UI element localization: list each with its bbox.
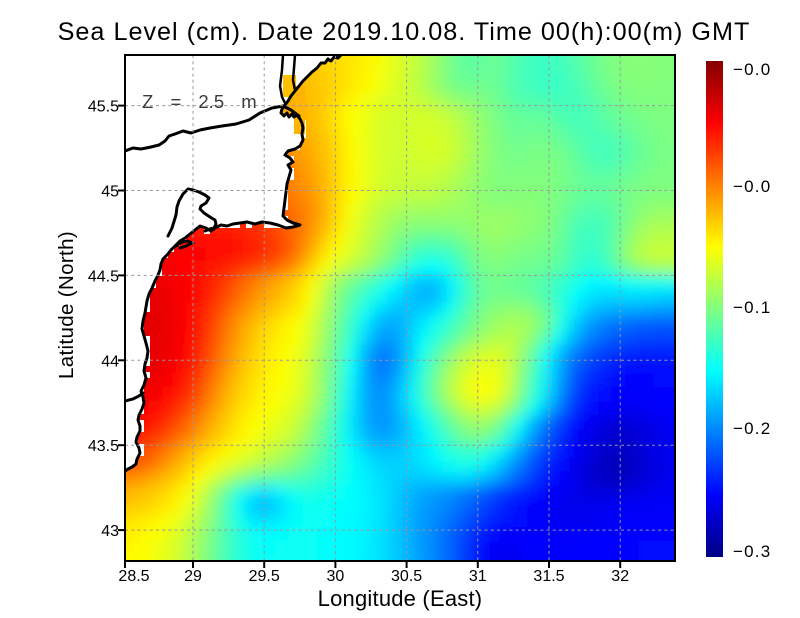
svg-text:−0.1: −0.1 (733, 298, 771, 317)
svg-text:29: 29 (184, 568, 202, 585)
svg-text:44.5: 44.5 (88, 268, 119, 285)
svg-text:44: 44 (101, 353, 119, 370)
svg-text:28.5: 28.5 (118, 568, 149, 585)
svg-text:45: 45 (101, 184, 119, 201)
svg-text:45.5: 45.5 (88, 99, 119, 116)
svg-text:−0.0: −0.0 (733, 60, 771, 79)
svg-text:Latitude (North): Latitude (North) (55, 231, 78, 379)
svg-text:30: 30 (327, 568, 345, 585)
svg-text:−0.3: −0.3 (733, 542, 771, 561)
svg-text:43.5: 43.5 (88, 438, 119, 455)
svg-text:29.5: 29.5 (249, 568, 280, 585)
svg-text:−0.2: −0.2 (733, 419, 771, 438)
svg-text:32: 32 (611, 568, 629, 585)
svg-text:Longitude (East): Longitude (East) (318, 586, 483, 611)
svg-text:Z = 2.5 m: Z = 2.5 m (142, 91, 257, 112)
svg-text:Sea Level (cm). Date 2019.10.0: Sea Level (cm). Date 2019.10.08. Time 00… (58, 18, 751, 46)
svg-text:−0.0: −0.0 (733, 177, 771, 196)
svg-text:30.5: 30.5 (391, 568, 422, 585)
svg-text:31: 31 (469, 568, 487, 585)
svg-text:31.5: 31.5 (533, 568, 564, 585)
svg-text:43: 43 (101, 523, 119, 540)
